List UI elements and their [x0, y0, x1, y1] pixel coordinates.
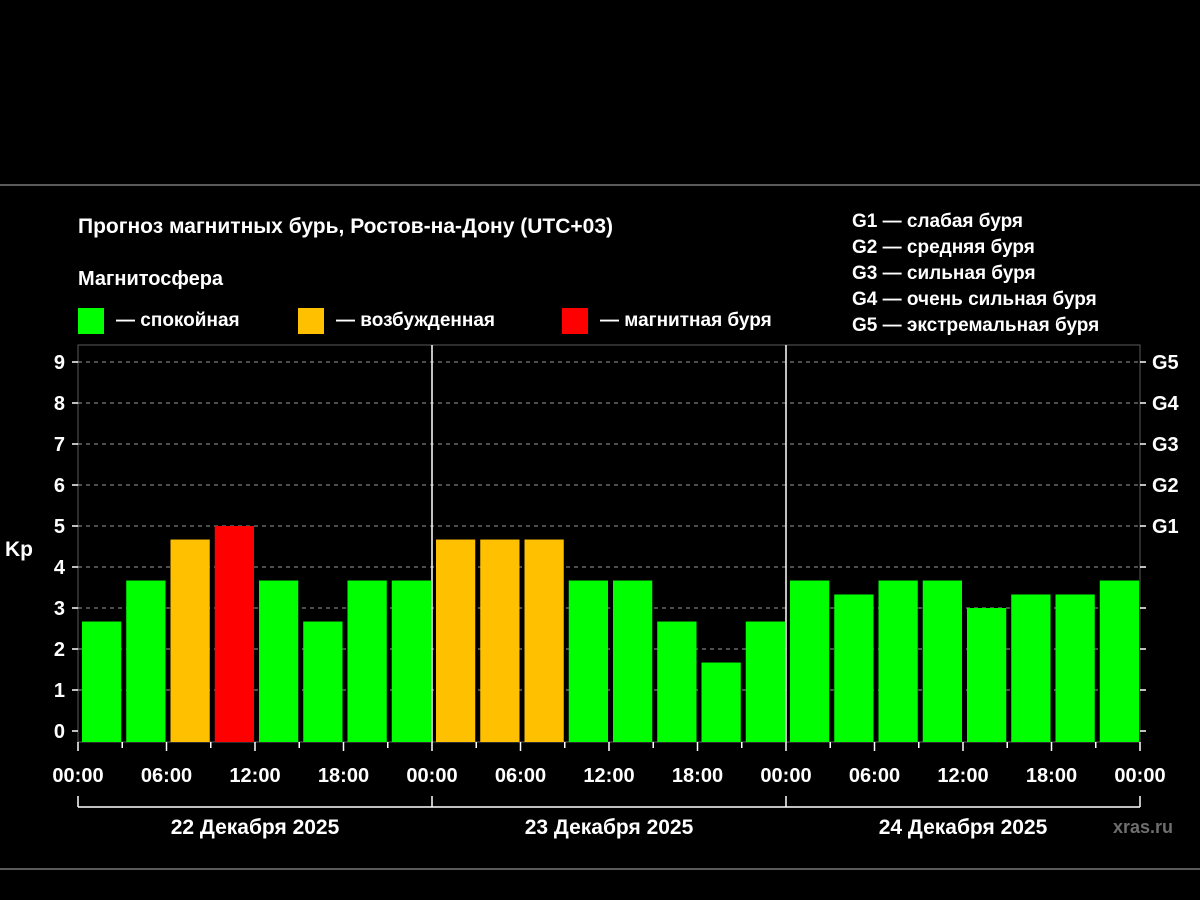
top-divider: [0, 184, 1200, 186]
y-tick-label: 4: [54, 557, 66, 579]
kp-bar: [568, 580, 608, 742]
y-axis-label: Kp: [5, 538, 33, 561]
x-tick-label: 00:00: [52, 765, 103, 787]
kp-bar: [1099, 580, 1139, 742]
legend-label-storm: — магнитная буря: [600, 310, 772, 331]
day-label: 24 Декабря 2025: [879, 816, 1048, 839]
kp-bar: [303, 621, 343, 742]
kp-bar: [347, 580, 387, 742]
y-tick-label: 5: [54, 516, 65, 538]
g-scale-g5: G5 — экстремальная буря: [852, 315, 1100, 336]
magnetosphere-label: Магнитосфера: [78, 268, 224, 290]
g-tick-label: G5: [1152, 352, 1179, 374]
g-tick-label: G4: [1152, 393, 1180, 415]
watermark: xras.ru: [1113, 817, 1174, 837]
kp-bar: [967, 608, 1007, 742]
legend-swatch-storm: [562, 308, 588, 334]
g-tick-label: G1: [1152, 516, 1179, 538]
g-tick-label: G3: [1152, 434, 1179, 456]
day-label: 22 Декабря 2025: [171, 816, 340, 839]
x-tick-label: 00:00: [760, 765, 811, 787]
x-tick-label: 00:00: [1114, 765, 1165, 787]
g-tick-label: G2: [1152, 475, 1179, 497]
x-tick-label: 18:00: [318, 765, 369, 787]
x-tick-label: 06:00: [849, 765, 900, 787]
legend-quiet: — спокойная: [78, 308, 240, 334]
x-tick-label: 12:00: [583, 765, 634, 787]
kp-bar: [1011, 594, 1051, 742]
x-tick-label: 06:00: [495, 765, 546, 787]
kp-bar: [701, 662, 741, 742]
kp-bar: [170, 539, 210, 742]
legend-storm: — магнитная буря: [562, 308, 772, 334]
y-tick-label: 0: [54, 721, 65, 743]
g-scale-g4: G4 — очень сильная буря: [852, 289, 1097, 310]
legend-swatch-active: [298, 308, 324, 334]
x-tick-label: 06:00: [141, 765, 192, 787]
y-tick-label: 1: [54, 680, 65, 702]
legend-swatch-quiet: [78, 308, 104, 334]
g-scale-g3: G3 — сильная буря: [852, 263, 1036, 284]
kp-bar: [922, 580, 962, 742]
kp-bar: [613, 580, 653, 742]
kp-bar: [1055, 594, 1095, 742]
x-tick-label: 18:00: [672, 765, 723, 787]
legend-active: — возбужденная: [298, 308, 495, 334]
kp-bar: [878, 580, 918, 742]
g-scale-g1: G1 — слабая буря: [852, 211, 1024, 232]
y-tick-label: 6: [54, 475, 65, 497]
g-scale-g2: G2 — средняя буря: [852, 237, 1035, 258]
legend-label-quiet: — спокойная: [116, 310, 240, 331]
kp-bar: [436, 539, 476, 742]
bottom-divider: [0, 868, 1200, 870]
y-tick-label: 8: [54, 393, 65, 415]
y-tick-label: 7: [54, 434, 65, 456]
kp-bar: [391, 580, 431, 742]
kp-bar: [745, 621, 785, 742]
kp-bar: [790, 580, 830, 742]
x-tick-label: 18:00: [1026, 765, 1077, 787]
kp-bar: [834, 594, 874, 742]
y-tick-label: 9: [54, 352, 65, 374]
g-scale-legend: G1 — слабая буря G2 — средняя буря G3 — …: [852, 209, 1099, 339]
legend-label-active: — возбужденная: [336, 310, 496, 331]
y-tick-label: 2: [54, 639, 65, 661]
kp-bar: [214, 526, 254, 742]
x-tick-label: 12:00: [229, 765, 280, 787]
kp-bar: [259, 580, 299, 742]
x-tick-label: 00:00: [406, 765, 457, 787]
kp-bar: [524, 539, 564, 742]
x-tick-label: 12:00: [937, 765, 988, 787]
y-tick-label: 3: [54, 598, 65, 620]
chart-title: Прогноз магнитных бурь, Ростов-на-Дону (…: [78, 215, 614, 238]
day-label: 23 Декабря 2025: [525, 816, 694, 839]
kp-bar: [657, 621, 697, 742]
kp-bar: [480, 539, 520, 742]
kp-bar: [82, 621, 122, 742]
kp-bar: [126, 580, 166, 742]
